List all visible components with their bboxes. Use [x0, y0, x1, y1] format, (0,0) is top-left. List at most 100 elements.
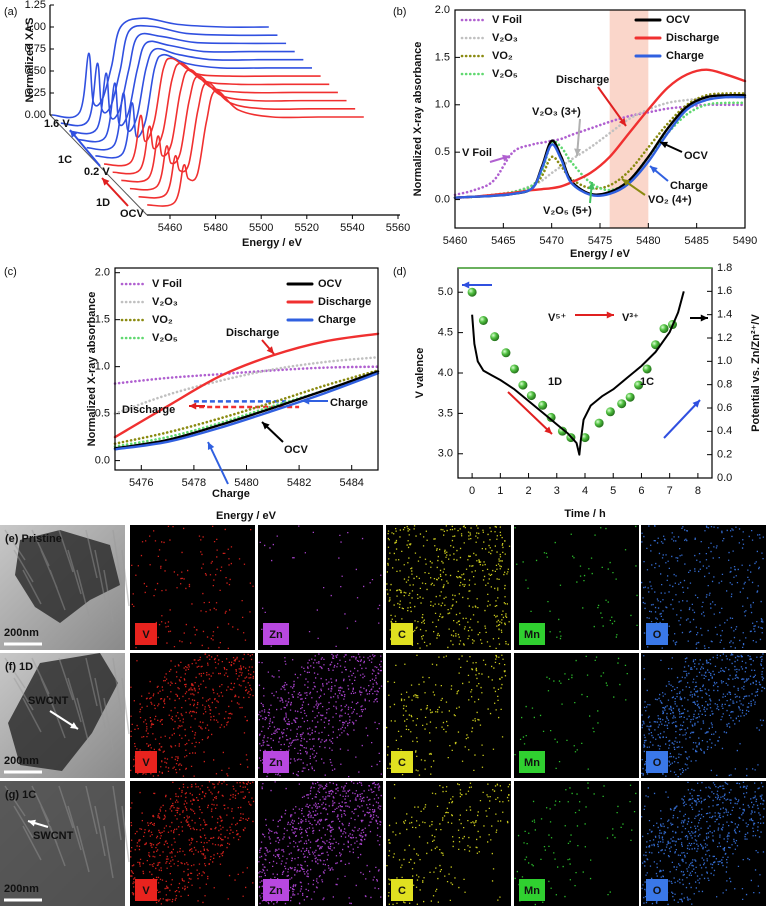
annotation: 1C [58, 154, 72, 166]
x-tick-label: 5470 [539, 235, 563, 247]
legend-label: V Foil [492, 14, 522, 26]
x-tick-label: 4 [582, 485, 588, 497]
element-badge [391, 879, 413, 901]
legend-label: OCV [666, 14, 691, 26]
series-line [113, 355, 380, 415]
spectrum [112, 62, 330, 175]
x-tick-label: 5540 [340, 222, 364, 234]
arrow-head [502, 154, 510, 162]
plot-frame [454, 9, 746, 229]
scatter-point [490, 332, 500, 342]
element-label: V [142, 757, 150, 769]
element-badge [646, 879, 668, 901]
panel-label: (c) [4, 266, 17, 278]
element-badge [263, 879, 289, 901]
scatter-point [580, 433, 590, 443]
y-tick-label: 4.0 [438, 367, 453, 379]
annotation: V³⁺ [622, 312, 639, 324]
x-axis-title: Energy / eV [570, 248, 631, 260]
annotation: OCV [684, 150, 709, 162]
y-tick-label: 2.0 [95, 267, 110, 279]
element-label: O [653, 629, 662, 641]
x-tick-label: 5490 [733, 235, 757, 247]
legend-label: Charge [318, 314, 356, 326]
series-line [113, 332, 380, 439]
y-tick-label: 0.0 [435, 193, 450, 205]
element-label: V [142, 629, 150, 641]
scatter-point [642, 364, 652, 374]
x-tick-label: 5480 [636, 235, 660, 247]
element-badge [263, 623, 289, 645]
y-tick-label: 0.5 [435, 146, 450, 158]
y2-tick-label: 1.8 [717, 262, 732, 274]
element-label: Mn [524, 757, 540, 769]
tem-particle [8, 653, 118, 771]
panel-label: (d) [393, 266, 406, 278]
y-tick-label: 1.0 [95, 361, 110, 373]
annotation: Charge [330, 397, 368, 409]
row-label: (g) 1C [5, 789, 36, 801]
annotation: V⁵⁺ [548, 312, 567, 324]
x-tick-label: 6 [638, 485, 644, 497]
spectrum [52, 17, 269, 119]
scale-bar-label: 200nm [4, 883, 39, 895]
y-tick-label: 1.25 [25, 0, 46, 11]
element-label: O [653, 757, 662, 769]
y2-tick-label: 1.0 [717, 355, 732, 367]
row-label: (e) Pristine [5, 533, 62, 545]
arrow-head [587, 182, 595, 190]
spectrum [138, 81, 356, 199]
x-tick-label: 5465 [491, 235, 515, 247]
y-tick-label: 0.75 [25, 43, 46, 55]
x-tick-label: 5480 [234, 477, 258, 489]
element-badge [263, 751, 289, 773]
legend-label: V₂O₃ [492, 32, 518, 44]
x-tick-label: 5500 [249, 222, 273, 234]
annotation: 1D [548, 376, 562, 388]
x-tick-label: 8 [695, 485, 701, 497]
arrow-head [606, 311, 614, 319]
series-line [113, 365, 380, 385]
element-label: C [398, 757, 406, 769]
annotation: V Foil [462, 147, 492, 159]
legend-label: V Foil [152, 278, 182, 290]
y-tick-label: 0.0 [95, 455, 110, 467]
spectrum [121, 68, 338, 183]
annotation: OCV [284, 444, 309, 456]
tem-particle [0, 781, 125, 906]
series-line [113, 369, 380, 445]
spectrum [60, 24, 278, 127]
annotation: 1.6 V [44, 118, 70, 130]
element-label: O [653, 885, 662, 897]
scatter-point [526, 391, 536, 401]
arrow-head [28, 819, 36, 827]
scatter-point [467, 287, 477, 297]
x-tick-label: 5478 [182, 477, 206, 489]
x-tick-label: 0 [469, 485, 475, 497]
annotation: Charge [670, 180, 708, 192]
spectrum [95, 53, 312, 159]
x-axis-title: Time / h [564, 508, 606, 520]
x-tick-label: 5484 [339, 477, 363, 489]
scatter-point [651, 340, 661, 350]
annotation: Discharge [226, 327, 279, 339]
arrow-head [650, 166, 658, 174]
x-axis-title: Energy / eV [242, 237, 303, 249]
legend-label: V₂O₅ [152, 332, 178, 344]
y-tick-label: 3.0 [438, 448, 453, 460]
element-label: V [142, 885, 150, 897]
annotation: Discharge [122, 404, 175, 416]
y-tick-label: 2.0 [435, 4, 450, 16]
scatter-point [509, 364, 519, 374]
element-label: C [398, 885, 406, 897]
annotation: 1C [640, 376, 654, 388]
legend-label: Charge [666, 50, 704, 62]
scatter-point [605, 407, 615, 417]
arrow-head [700, 314, 708, 322]
spectrum [103, 57, 321, 167]
annotation: 1D [96, 197, 110, 209]
arrow-head [622, 179, 630, 186]
y2-tick-label: 0.6 [717, 402, 732, 414]
arrow-head [462, 281, 470, 289]
